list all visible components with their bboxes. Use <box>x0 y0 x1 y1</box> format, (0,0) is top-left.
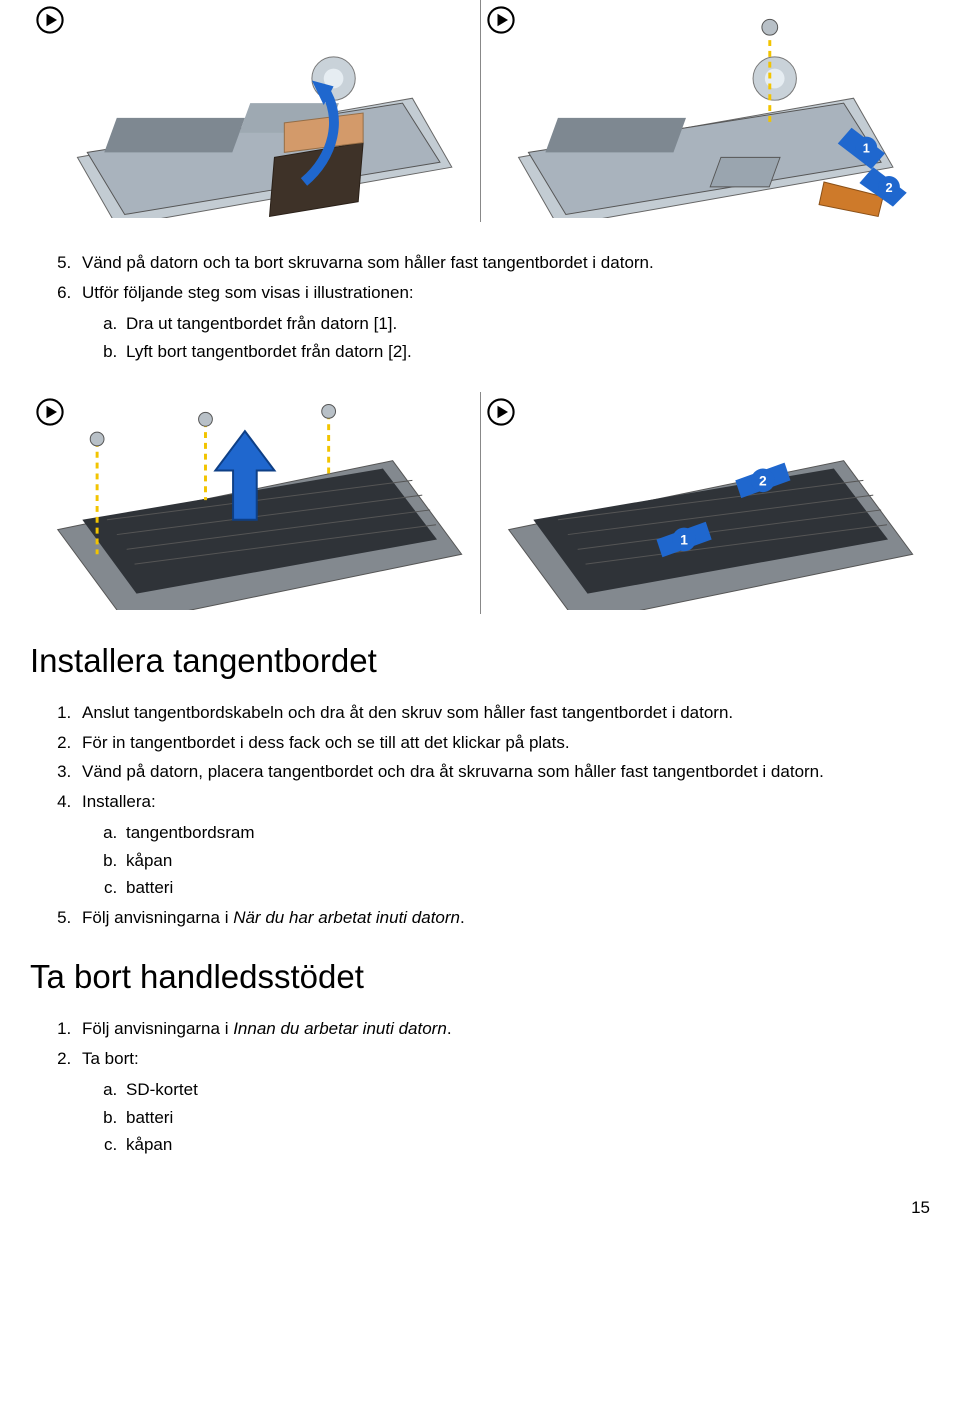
play-icon <box>487 398 515 426</box>
step-5-text: Vänd på datorn och ta bort skruvarna som… <box>82 253 654 272</box>
install-step-4-text: Installera: <box>82 792 156 811</box>
remove-step-1: Följ anvisningarna i Innan du arbetar in… <box>76 1016 930 1042</box>
step-5: Vänd på datorn och ta bort skruvarna som… <box>76 250 930 276</box>
install-step-2: För in tangentbordet i dess fack och se … <box>76 730 930 756</box>
figure-top-panel-1 <box>30 0 481 222</box>
illustration-keyboard-2: 2 1 <box>489 400 923 610</box>
figure-mid-panel-1 <box>30 392 481 614</box>
install-step-4a: tangentbordsram <box>122 820 930 846</box>
step-6a: Dra ut tangentbordet från datorn [1]. <box>122 311 930 337</box>
figure-top-panel-2: 1 2 <box>481 0 931 222</box>
remove-step-1-prefix: Följ anvisningarna i <box>82 1019 233 1038</box>
step-6-text: Utför följande steg som visas i illustra… <box>82 283 414 302</box>
heading-remove-palmrest: Ta bort handledsstödet <box>30 958 930 996</box>
play-icon <box>36 398 64 426</box>
remove-step-2-text: Ta bort: <box>82 1049 139 1068</box>
remove-step-1-suffix: . <box>447 1019 452 1038</box>
svg-text:1: 1 <box>862 140 869 155</box>
remove-steps-list: Följ anvisningarna i Innan du arbetar in… <box>30 1016 930 1158</box>
install-step-4c: batteri <box>122 875 930 901</box>
install-step-5: Följ anvisningarna i När du har arbetat … <box>76 905 930 931</box>
remove-step-2: Ta bort: SD-kortet batteri kåpan <box>76 1046 930 1158</box>
install-step-4b: kåpan <box>122 848 930 874</box>
steps-top-list: Vänd på datorn och ta bort skruvarna som… <box>30 250 930 364</box>
play-icon <box>36 6 64 34</box>
page-number: 15 <box>30 1198 930 1218</box>
remove-step-2c: kåpan <box>122 1132 930 1158</box>
install-step-1: Anslut tangentbordskabeln och dra åt den… <box>76 700 930 726</box>
install-step-4: Installera: tangentbordsram kåpan batter… <box>76 789 930 901</box>
illustration-laptop-bottom-2: 1 2 <box>489 8 923 218</box>
install-step-3: Vänd på datorn, placera tangentbordet oc… <box>76 759 930 785</box>
illustration-laptop-bottom-1 <box>38 8 472 218</box>
remove-step-2b: batteri <box>122 1105 930 1131</box>
remove-step-2-sublist: SD-kortet batteri kåpan <box>82 1077 930 1158</box>
step-6: Utför följande steg som visas i illustra… <box>76 280 930 365</box>
install-steps-list: Anslut tangentbordskabeln och dra åt den… <box>30 700 930 930</box>
svg-text:2: 2 <box>759 473 767 488</box>
illustration-keyboard-1 <box>38 400 472 610</box>
figure-mid-panel-2: 2 1 <box>481 392 931 614</box>
remove-step-2a: SD-kortet <box>122 1077 930 1103</box>
figure-top-row: 1 2 <box>30 0 930 222</box>
figure-mid-row: 2 1 <box>30 392 930 614</box>
heading-install-keyboard: Installera tangentbordet <box>30 642 930 680</box>
play-icon <box>487 6 515 34</box>
install-step-5-prefix: Följ anvisningarna i <box>82 908 233 927</box>
install-step-5-italic: När du har arbetat inuti datorn <box>233 908 460 927</box>
svg-text:1: 1 <box>680 532 688 547</box>
step-6-sublist: Dra ut tangentbordet från datorn [1]. Ly… <box>82 311 930 364</box>
install-step-4-sublist: tangentbordsram kåpan batteri <box>82 820 930 901</box>
install-step-5-suffix: . <box>460 908 465 927</box>
svg-text:2: 2 <box>885 180 892 195</box>
remove-step-1-italic: Innan du arbetar inuti datorn <box>233 1019 447 1038</box>
step-6b: Lyft bort tangentbordet från datorn [2]. <box>122 339 930 365</box>
